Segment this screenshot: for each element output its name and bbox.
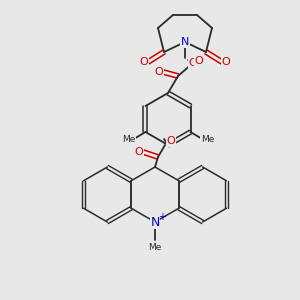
Text: O: O bbox=[222, 57, 230, 67]
Text: Me: Me bbox=[148, 242, 162, 251]
Text: O: O bbox=[135, 147, 143, 157]
Text: O: O bbox=[167, 136, 176, 146]
Text: N: N bbox=[181, 37, 189, 47]
Text: O: O bbox=[140, 57, 148, 67]
Text: N: N bbox=[150, 215, 160, 229]
Text: O: O bbox=[189, 58, 197, 68]
Text: Me: Me bbox=[201, 136, 214, 145]
Text: Me: Me bbox=[122, 136, 135, 145]
Text: O: O bbox=[195, 56, 203, 66]
Text: O: O bbox=[154, 67, 164, 77]
Text: +: + bbox=[158, 212, 166, 222]
